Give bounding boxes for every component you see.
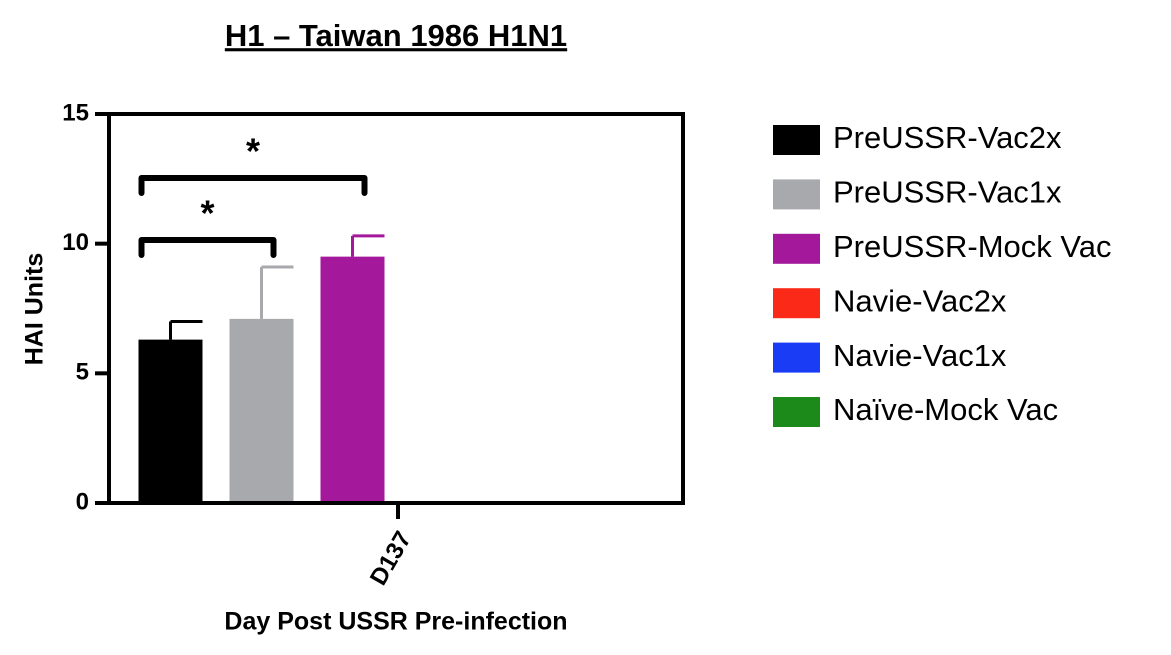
- y-tick-label: 15: [62, 99, 89, 126]
- chart-title: H1 – Taiwan 1986 H1N1: [225, 18, 567, 53]
- bar: [138, 339, 203, 503]
- significance-bracket: [138, 237, 277, 259]
- legend-swatch: [773, 125, 820, 155]
- legend-swatch: [773, 233, 820, 264]
- significance-label: *: [200, 193, 214, 234]
- legend-label: PreUSSR-Vac1x: [833, 175, 1062, 210]
- legend-swatch: [773, 342, 820, 373]
- legend-swatch: [773, 288, 820, 319]
- legend-label: Navie-Vac1x: [833, 338, 1007, 373]
- plot-frame: [107, 112, 685, 505]
- y-tick-label: 0: [76, 488, 89, 515]
- significance-label: *: [246, 131, 260, 172]
- legend-swatch: [773, 179, 820, 210]
- y-tick-label: 10: [62, 229, 89, 256]
- legend-label: Naïve-Mock Vac: [833, 392, 1058, 427]
- legend-label: PreUSSR-Vac2x: [833, 120, 1062, 155]
- significance-bracket: [138, 175, 368, 197]
- x-tick-label: D137: [365, 527, 417, 590]
- legend-swatch: [773, 397, 820, 427]
- legend-label: PreUSSR-Mock Vac: [833, 229, 1112, 264]
- y-axis-label: HAI Units: [21, 253, 49, 366]
- x-axis-label: Day Post USSR Pre-infection: [224, 608, 567, 636]
- legend-label: Navie-Vac2x: [833, 283, 1007, 318]
- y-tick-label: 5: [76, 359, 89, 386]
- bar: [320, 256, 385, 503]
- bar: [229, 318, 294, 503]
